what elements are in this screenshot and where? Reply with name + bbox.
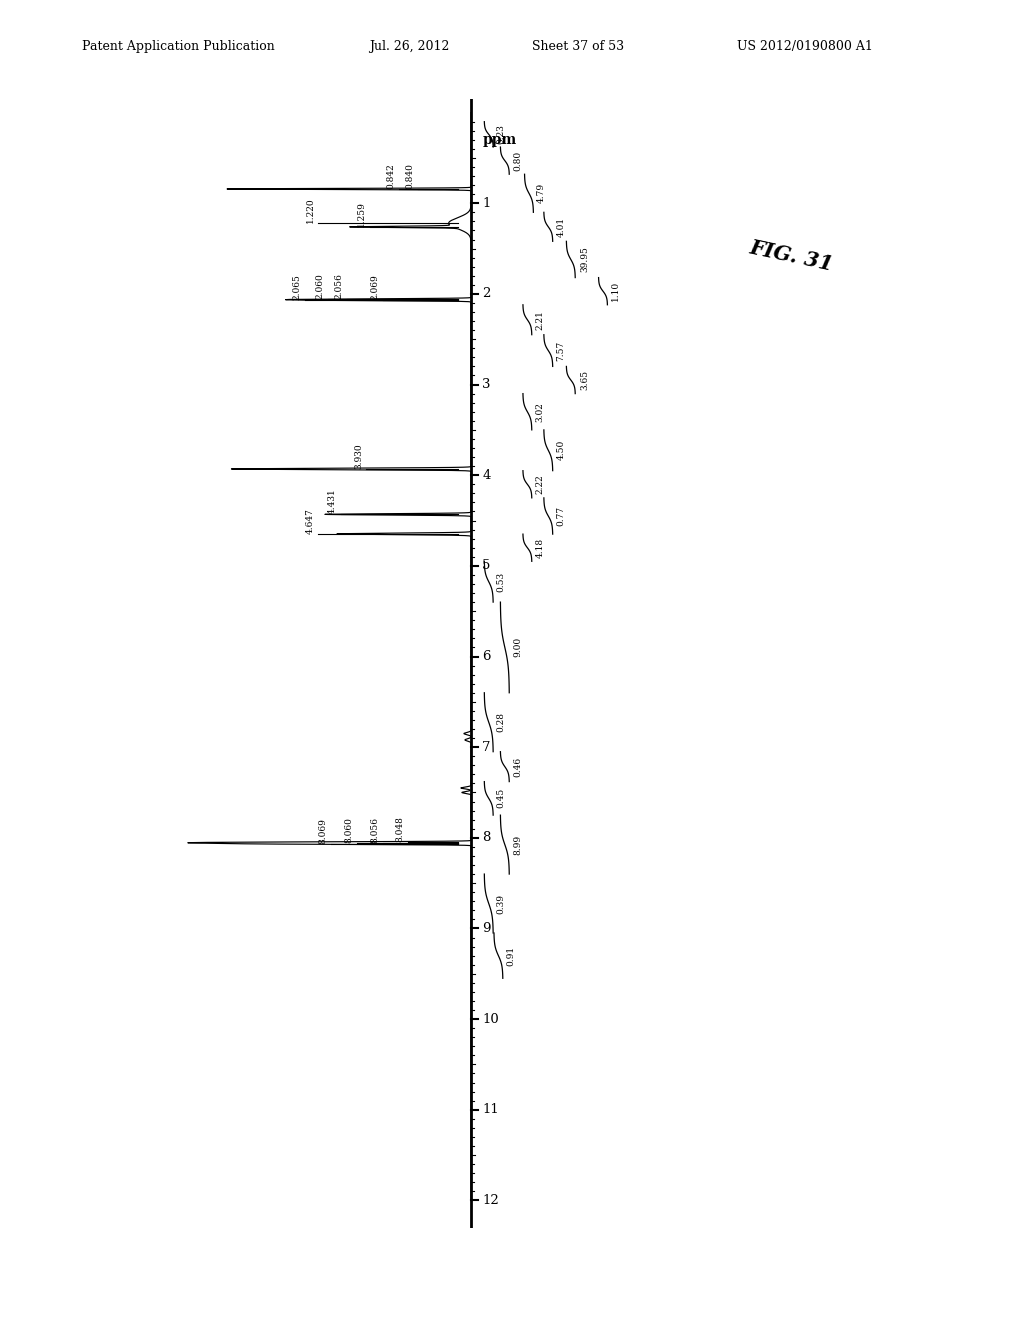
Text: 4.79: 4.79: [537, 183, 546, 203]
Text: 2.069: 2.069: [370, 275, 379, 300]
Text: 4.18: 4.18: [536, 537, 545, 558]
Text: 1.10: 1.10: [611, 281, 621, 301]
Text: 0.53: 0.53: [497, 572, 506, 591]
Text: 11: 11: [482, 1104, 499, 1117]
Text: 0.91: 0.91: [507, 945, 515, 966]
Text: Patent Application Publication: Patent Application Publication: [82, 40, 274, 53]
Text: 3.02: 3.02: [536, 401, 545, 421]
Text: 8.99: 8.99: [513, 834, 522, 854]
Text: 9: 9: [482, 921, 490, 935]
Text: 9.00: 9.00: [513, 638, 522, 657]
Text: 2.056: 2.056: [335, 273, 344, 298]
Text: Jul. 26, 2012: Jul. 26, 2012: [369, 40, 449, 53]
Text: 12: 12: [482, 1193, 499, 1206]
Text: 8: 8: [482, 832, 490, 845]
Text: 39.95: 39.95: [581, 247, 590, 272]
Text: 0.842: 0.842: [386, 164, 395, 189]
Text: ppm: ppm: [482, 133, 516, 147]
Text: US 2012/0190800 A1: US 2012/0190800 A1: [737, 40, 873, 53]
Text: 4.431: 4.431: [328, 488, 337, 515]
Text: 2.065: 2.065: [293, 275, 302, 300]
Text: 3.65: 3.65: [581, 370, 590, 391]
Text: 3: 3: [482, 378, 490, 391]
Text: 8.060: 8.060: [344, 817, 353, 843]
Text: 0.28: 0.28: [497, 713, 506, 733]
Text: 2.21: 2.21: [536, 310, 545, 330]
Text: 0.46: 0.46: [513, 756, 522, 776]
Text: 0.840: 0.840: [406, 162, 415, 189]
Text: 10: 10: [482, 1012, 499, 1026]
Text: 2.060: 2.060: [315, 273, 325, 300]
Text: 7: 7: [482, 741, 490, 754]
Text: 4.50: 4.50: [556, 440, 565, 461]
Text: 0.45: 0.45: [497, 788, 506, 808]
Text: 8.048: 8.048: [395, 816, 404, 842]
Text: 1: 1: [482, 197, 490, 210]
Text: FIG. 31: FIG. 31: [748, 238, 835, 275]
Text: 0.23: 0.23: [497, 124, 506, 144]
Text: 5: 5: [482, 560, 490, 573]
Text: 4: 4: [482, 469, 490, 482]
Text: 2.22: 2.22: [536, 474, 545, 494]
Text: 3.930: 3.930: [354, 444, 362, 469]
Text: 2: 2: [482, 288, 490, 301]
Text: 0.80: 0.80: [513, 150, 522, 170]
Text: 0.39: 0.39: [497, 894, 506, 913]
Text: 8.056: 8.056: [370, 817, 379, 843]
Text: 1.220: 1.220: [305, 198, 314, 223]
Text: 8.069: 8.069: [318, 818, 328, 843]
Text: 6: 6: [482, 649, 490, 663]
Text: 4.01: 4.01: [556, 216, 565, 236]
Text: 0.77: 0.77: [556, 506, 565, 527]
Text: Sheet 37 of 53: Sheet 37 of 53: [532, 40, 625, 53]
Text: 7.57: 7.57: [556, 341, 565, 360]
Text: 4.647: 4.647: [305, 508, 314, 533]
Text: 1.259: 1.259: [357, 201, 367, 227]
